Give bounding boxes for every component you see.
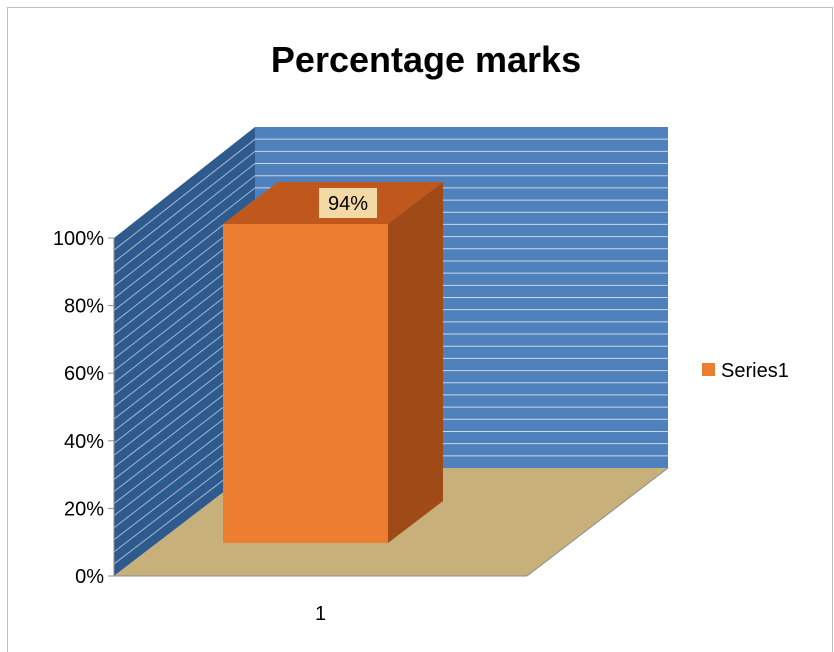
gridline-side [113,187,256,299]
axis-lines [113,238,669,577]
bar-side-face [388,182,443,543]
y-tick-label: 20% [64,498,104,520]
gridline-side [113,163,256,275]
y-tick-label: 80% [64,296,104,318]
chart-frame [7,7,833,652]
legend: Series1 [702,360,789,382]
bar-front-face [223,224,388,543]
gridline-side [113,138,256,251]
gridline-side [113,175,256,287]
data-label: 94% [328,193,368,215]
y-tick-label: 40% [64,431,104,453]
x-tick-label: 1 [315,603,326,625]
y-axis-ticks: 0% 20% 40% 60% 80% 100% [53,228,114,588]
legend-swatch-series1 [702,363,715,376]
data-label-box [319,188,377,218]
chart-title: Percentage marks [271,39,581,80]
y-tick-label: 60% [64,363,104,385]
y-tick-label: 100% [53,228,104,250]
floor-edge [526,467,669,577]
legend-label-series1: Series1 [721,360,789,382]
y-tick-label: 0% [75,566,104,588]
x-axis-ticks: 1 [315,603,326,625]
bars: 94% [223,182,443,543]
gridline-side [113,150,256,263]
